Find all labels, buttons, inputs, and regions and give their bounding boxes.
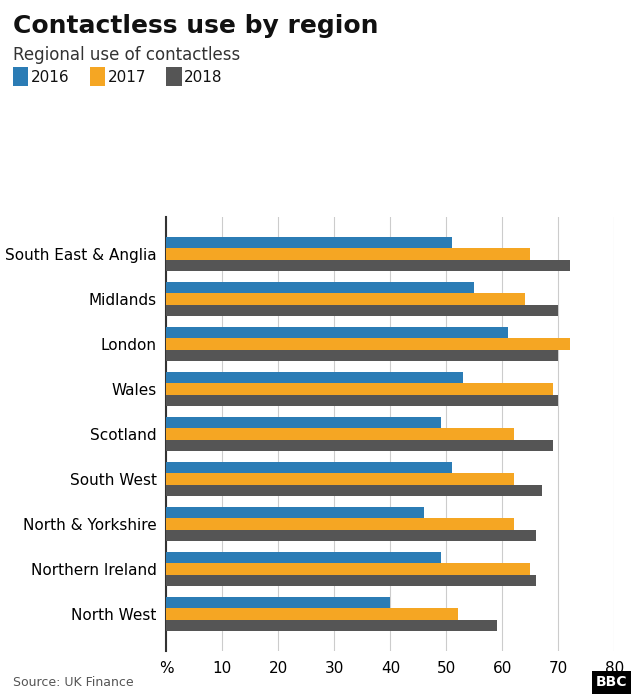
Bar: [166, 519, 514, 530]
Bar: [166, 237, 452, 248]
Bar: [166, 281, 474, 293]
Text: Regional use of contactless: Regional use of contactless: [13, 46, 240, 64]
Bar: [166, 248, 531, 260]
Bar: [166, 620, 497, 631]
Bar: [166, 564, 531, 575]
Bar: [166, 597, 390, 608]
Bar: [166, 608, 458, 620]
Bar: [166, 327, 508, 338]
Bar: [166, 305, 559, 316]
Bar: [166, 428, 514, 440]
Text: Contactless use by region: Contactless use by region: [13, 14, 378, 38]
Bar: [166, 260, 570, 271]
Text: BBC: BBC: [596, 676, 627, 690]
Bar: [166, 416, 441, 428]
Text: 2017: 2017: [108, 69, 146, 85]
Bar: [166, 552, 441, 563]
Bar: [166, 530, 536, 541]
Bar: [166, 575, 536, 587]
Bar: [166, 384, 553, 395]
Bar: [166, 293, 525, 304]
Text: Source: UK Finance: Source: UK Finance: [13, 676, 133, 690]
Bar: [166, 338, 570, 349]
Bar: [166, 372, 463, 383]
Bar: [166, 485, 541, 496]
Bar: [166, 350, 559, 361]
Bar: [166, 395, 559, 406]
Text: 2016: 2016: [31, 69, 69, 85]
Bar: [166, 507, 424, 518]
Text: 2018: 2018: [184, 69, 223, 85]
Bar: [166, 462, 452, 473]
Bar: [166, 440, 553, 452]
Bar: [166, 473, 514, 484]
